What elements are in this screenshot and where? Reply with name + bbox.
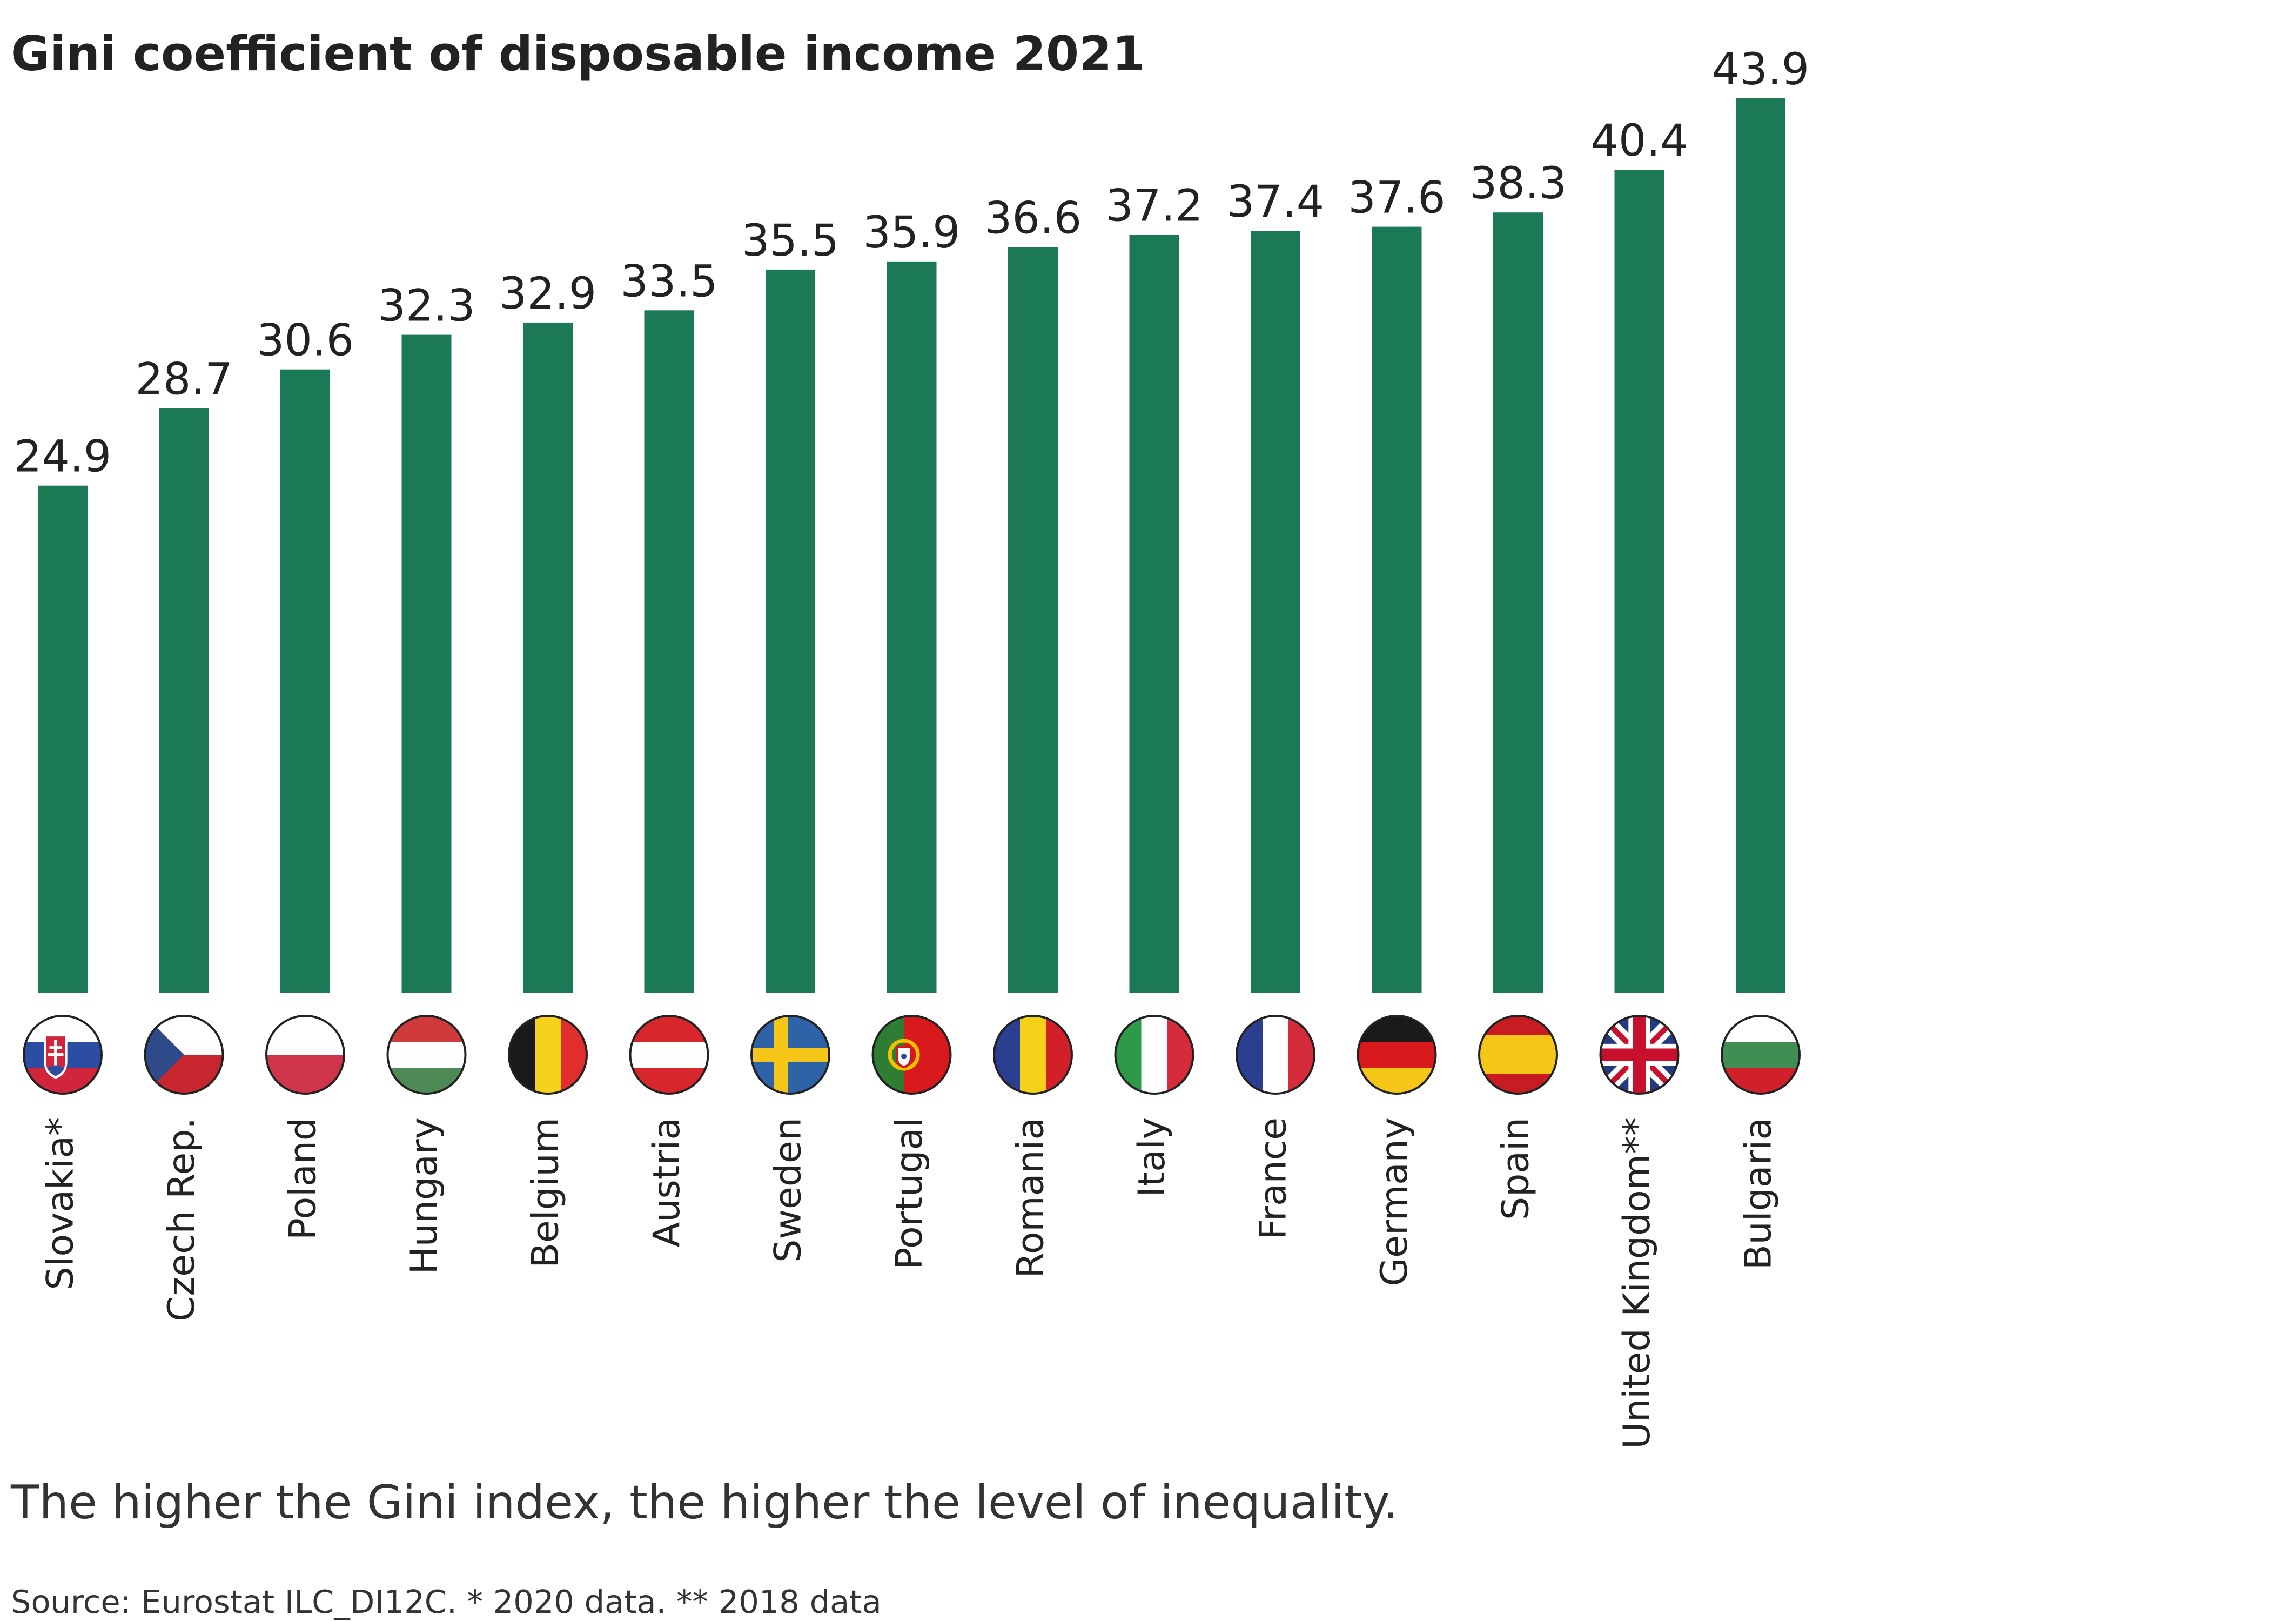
value-label: 30.6 <box>257 316 354 366</box>
bar <box>766 269 815 993</box>
category-labels-group: Slovakia* Czech Rep. Poland Hungary Belgium A… <box>39 1117 1780 1449</box>
value-label: 37.4 <box>1227 177 1324 227</box>
flag-outline <box>23 1015 103 1095</box>
bar <box>280 369 330 994</box>
category-label: Portugal <box>888 1117 931 1270</box>
value-label: 33.5 <box>620 256 717 307</box>
value-label: 36.6 <box>984 193 1082 244</box>
flags-group <box>23 1015 1801 1095</box>
value-label: 37.2 <box>1105 181 1203 232</box>
bar <box>1614 170 1664 993</box>
bar <box>1008 247 1058 993</box>
flag-outline <box>750 1015 830 1095</box>
flag-outline <box>1357 1015 1437 1095</box>
spain-flag-icon <box>1479 1016 1557 1094</box>
bar <box>1493 212 1543 994</box>
category-label: United Kingdom** <box>1616 1117 1659 1449</box>
category-label: Slovakia* <box>39 1117 82 1290</box>
category-label: Hungary <box>403 1117 446 1274</box>
value-label: 28.7 <box>135 354 232 405</box>
category-label: Bulgaria <box>1737 1117 1780 1270</box>
flag-outline <box>993 1015 1073 1095</box>
bar <box>38 485 88 993</box>
uk-flag-icon <box>1600 1016 1679 1094</box>
bar <box>1736 98 1785 993</box>
flag-outline <box>1599 1015 1680 1095</box>
category-label: France <box>1252 1117 1295 1240</box>
chart-source: Source: Eurostat ILC_DI12C. * 2020 data.… <box>11 1583 882 1620</box>
flag-outline <box>144 1015 224 1095</box>
hungary-flag-icon <box>387 1016 466 1094</box>
flag-outline <box>386 1015 467 1095</box>
category-label: Romania <box>1010 1117 1052 1278</box>
category-label: Sweden <box>767 1117 810 1263</box>
flag-outline <box>1236 1015 1315 1095</box>
category-label: Poland <box>282 1117 325 1240</box>
category-label: Austria <box>646 1117 688 1247</box>
category-label: Belgium <box>525 1117 567 1268</box>
bar <box>401 334 452 993</box>
value-label: 43.9 <box>1712 44 1809 95</box>
value-label: 24.9 <box>14 432 111 483</box>
flag-outline <box>629 1015 709 1095</box>
value-label: 37.6 <box>1348 173 1445 224</box>
bars-group <box>38 98 1785 994</box>
bar <box>887 261 937 993</box>
value-label: 35.5 <box>742 216 839 266</box>
value-label: 40.4 <box>1590 116 1688 166</box>
category-label: Germany <box>1373 1117 1416 1287</box>
flag-outline <box>508 1015 588 1095</box>
category-label: Spain <box>1495 1117 1538 1220</box>
chart-subtitle: The higher the Gini index, the higher th… <box>10 1476 1398 1530</box>
flag-outline <box>1114 1015 1194 1095</box>
bar <box>1251 231 1300 994</box>
bar <box>523 322 573 993</box>
flag-outline <box>265 1015 345 1095</box>
value-label: 35.9 <box>863 207 960 258</box>
bar <box>1129 235 1179 994</box>
category-label: Czech Rep. <box>160 1117 203 1322</box>
value-labels-group: 24.9 28.7 30.6 32.3 32.9 33.5 35.5 35.9 36.6 37.2… <box>14 44 1809 483</box>
value-label: 32.3 <box>378 281 475 332</box>
bulgaria-flag-icon <box>1722 1016 1800 1094</box>
flag-outline <box>1478 1015 1558 1095</box>
value-label: 38.3 <box>1469 158 1567 209</box>
sweden-flag-icon <box>751 1016 829 1094</box>
flag-outline <box>1721 1015 1801 1095</box>
flag-outline <box>871 1015 952 1095</box>
bar <box>1372 226 1422 994</box>
category-label: Italy <box>1131 1117 1173 1197</box>
bar <box>159 408 209 993</box>
chart-title: Gini coefficient of disposable income 20… <box>11 26 1145 82</box>
bar <box>644 310 694 993</box>
value-label: 32.9 <box>499 269 596 319</box>
